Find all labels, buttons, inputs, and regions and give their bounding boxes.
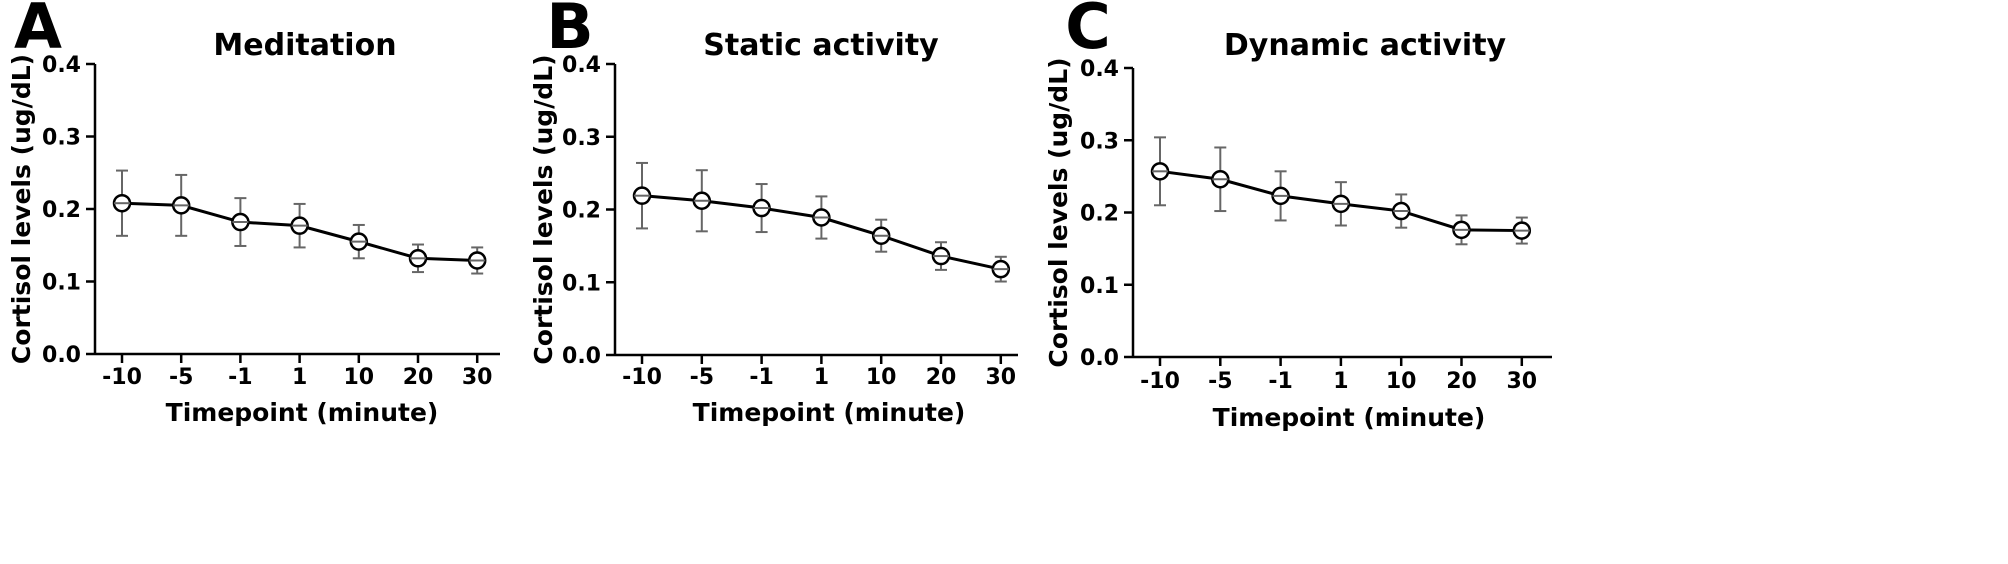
y-tick-label: 0.2: [1080, 202, 1119, 227]
chart-panel-b: B Static activity 0.0 0.1 0.2 0.3 0.4 -10 -5 -1 1 1…: [529, 0, 1018, 427]
chart-panel-a: A Meditation 0.0 0.1 0.2 0.3 0.4 -10 -5 -1 1 10 20 30…: [7, 0, 500, 427]
x-axis-label: Timepoint (minute): [166, 398, 439, 427]
y-axis-label: Cortisol levels (ug/dL): [529, 54, 558, 364]
y-axis-label: Cortisol levels (ug/dL): [7, 54, 36, 364]
x-tick-label: -10: [102, 365, 142, 390]
y-tick-label: 0.0: [562, 344, 601, 369]
y-tick-label: 0.3: [42, 126, 81, 151]
x-tick-label: 20: [926, 365, 957, 390]
x-tick-label: 10: [343, 365, 374, 390]
data-point: [290, 216, 309, 235]
x-tick-label: 20: [403, 365, 434, 390]
y-tick-label: 0.4: [42, 53, 81, 78]
data-point: [871, 226, 891, 245]
y-tick-label: 0.0: [42, 343, 81, 368]
x-tick-label: 1: [1333, 369, 1348, 394]
x-tick-label: -1: [749, 365, 773, 390]
y-tick-label: 0.0: [1080, 346, 1119, 371]
x-tick-label: -10: [622, 365, 662, 390]
data-point: [171, 196, 191, 215]
chart-title: Static activity: [703, 28, 939, 63]
panel-letter: B: [546, 0, 593, 63]
data-point: [931, 246, 951, 266]
x-tick-label: 10: [866, 365, 897, 390]
data-point: [408, 249, 428, 268]
y-tick-label: 0.1: [1080, 274, 1119, 299]
x-tick-label: 1: [292, 365, 307, 390]
x-tick-label: 30: [1506, 369, 1537, 394]
data-point: [349, 232, 369, 251]
x-tick-label: 10: [1386, 369, 1417, 394]
y-tick-label: 0.1: [42, 271, 81, 296]
x-tick-label: 1: [814, 365, 829, 390]
x-tick-label: -5: [169, 365, 193, 390]
chart-title: Dynamic activity: [1224, 28, 1507, 63]
data-point: [752, 198, 771, 218]
x-tick-label: 30: [985, 365, 1016, 390]
data-point: [1271, 186, 1290, 206]
x-tick-label: -10: [1140, 369, 1180, 394]
y-tick-label: 0.1: [562, 271, 601, 296]
data-point: [812, 208, 831, 227]
y-tick-label: 0.3: [1080, 129, 1119, 154]
data-point: [1211, 170, 1230, 189]
x-axis-label: Timepoint (minute): [693, 398, 966, 427]
data-point: [1452, 220, 1471, 240]
chart-title: Meditation: [213, 28, 396, 63]
y-tick-label: 0.2: [562, 199, 601, 224]
x-tick-label: 30: [462, 365, 493, 390]
x-tick-label: -1: [1268, 369, 1292, 394]
data-point: [692, 191, 712, 211]
data-point: [1512, 221, 1532, 240]
panel-letter: A: [14, 0, 62, 63]
x-axis-label: Timepoint (minute): [1213, 403, 1486, 432]
chart-panel-c: C Dynamic activity 0.0 0.1 0.2 0.3 0.4 -10 -5 -1 1…: [1044, 0, 1552, 432]
y-tick-label: 0.2: [42, 198, 81, 223]
y-tick-label: 0.3: [562, 126, 601, 151]
data-point: [467, 251, 487, 270]
x-tick-label: -5: [1208, 369, 1232, 394]
y-axis-label: Cortisol levels (ug/dL): [1044, 57, 1073, 367]
data-point: [1150, 162, 1170, 181]
data-point: [991, 259, 1011, 279]
panel-letter: C: [1065, 0, 1111, 63]
data-point: [632, 186, 652, 205]
data-point: [231, 212, 250, 232]
data-point: [1391, 201, 1411, 221]
y-tick-label: 0.4: [562, 53, 601, 78]
data-point: [1331, 194, 1351, 214]
y-tick-label: 0.4: [1080, 57, 1119, 82]
x-tick-label: -5: [690, 365, 714, 390]
x-tick-label: -1: [228, 365, 252, 390]
data-point: [112, 193, 132, 213]
x-tick-label: 20: [1446, 369, 1477, 394]
